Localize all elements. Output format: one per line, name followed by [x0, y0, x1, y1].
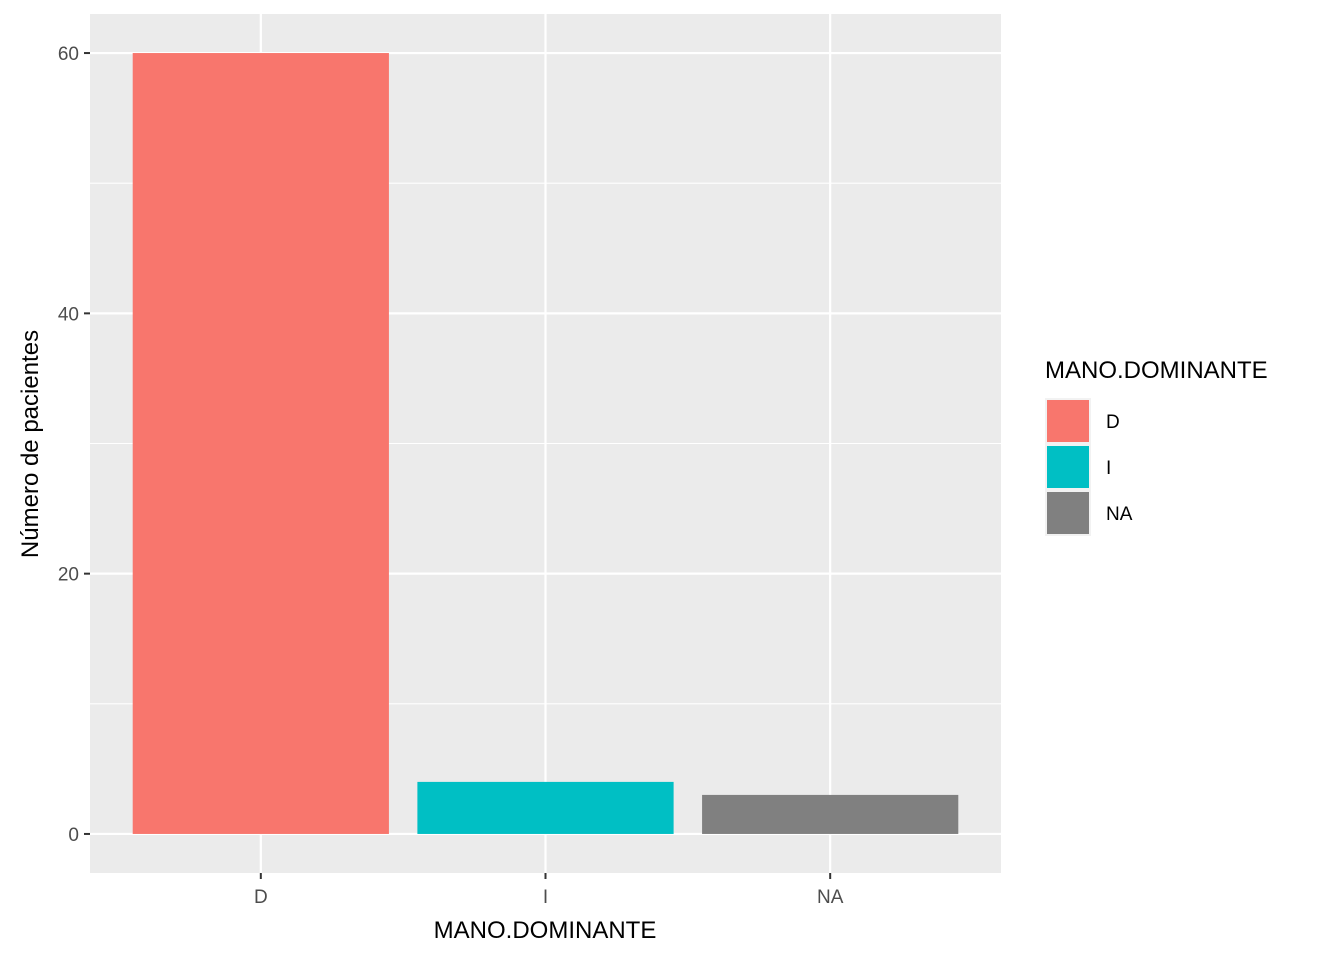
x-axis-title: MANO.DOMINANTE [434, 917, 657, 944]
legend-label: NA [1106, 504, 1133, 525]
x-tick-label: NA [817, 887, 844, 908]
bar-na [702, 794, 959, 834]
legend-label: D [1106, 412, 1120, 433]
legend-key [1047, 400, 1089, 442]
bar-i [417, 781, 674, 834]
y-axis: 0 20 40 60 [58, 44, 90, 846]
x-tick-label: D [254, 887, 268, 908]
y-tick-label: 40 [58, 304, 79, 325]
legend-key [1047, 492, 1089, 534]
legend-key [1047, 446, 1089, 488]
legend-title: MANO.DOMINANTE [1045, 357, 1268, 384]
legend-label: I [1106, 458, 1111, 479]
y-tick-label: 20 [58, 565, 79, 586]
x-axis: D I NA [254, 873, 844, 908]
bars [132, 53, 959, 834]
x-tick-label: I [543, 887, 548, 908]
legend: MANO.DOMINANTE D I NA [1045, 357, 1268, 536]
legend-items: D I NA [1045, 398, 1133, 536]
y-tick-label: 60 [58, 44, 79, 65]
y-axis-title: Número de pacientes [17, 330, 44, 558]
y-tick-label: 0 [68, 825, 79, 846]
bar-d [132, 53, 389, 834]
